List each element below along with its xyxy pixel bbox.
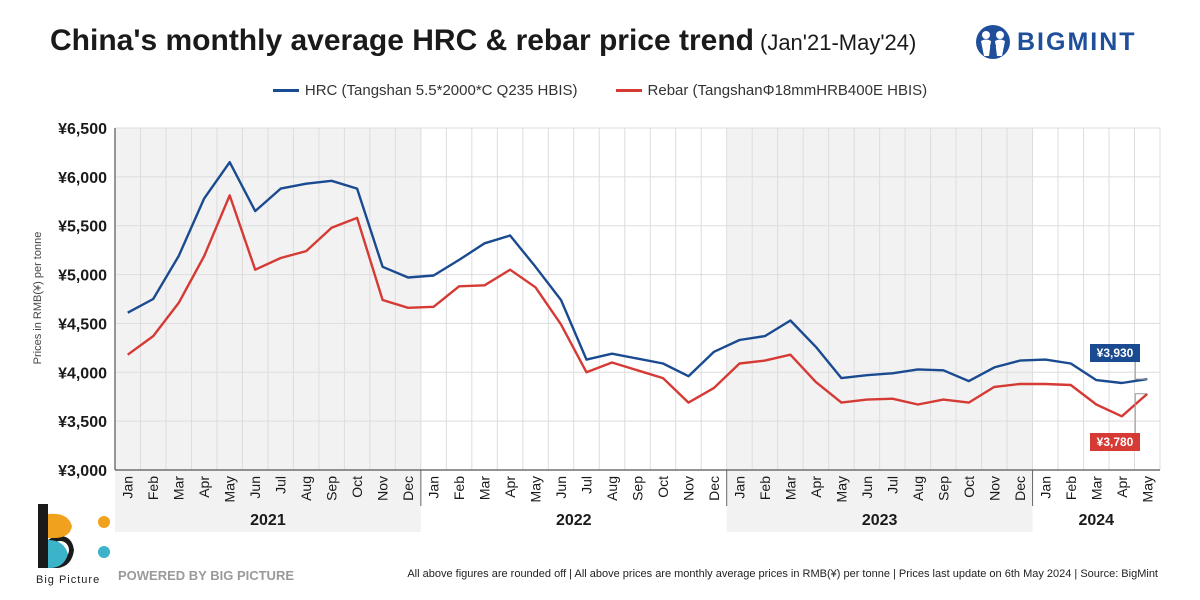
x-tick-label: Dec [1012,476,1028,501]
x-tick-label: Dec [706,476,722,501]
x-tick-label: May [222,476,238,502]
big-picture-logo [34,500,114,577]
x-tick-label: Aug [298,476,314,501]
series-line-rebar [126,194,1149,418]
y-tick-label: ¥5,000 [58,268,107,285]
x-tick-label: Aug [604,476,620,501]
x-tick-label: Sep [324,476,340,501]
y-tick-label: ¥3,000 [58,463,107,480]
year-label: 2021 [250,512,286,529]
series-line-hrc [127,160,1148,385]
x-tick-label: May [833,476,849,502]
chart-plot: ¥3,000 ¥3,500 ¥4,000 ¥4,500 ¥5,000 ¥5,500 ¥6,0… [58,121,1161,532]
x-tick-label: Apr [1114,476,1130,498]
y-tick-label: ¥6,000 [58,170,107,187]
legend-item-hrc: HRC (Tangshan 5.5*2000*C Q235 HBIS) [272,82,578,99]
x-tick-label: Nov [375,476,391,501]
x-tick-label: Oct [961,476,977,498]
x-tick-label: Dec [400,476,416,501]
x-tick-label: Nov [680,476,696,501]
year-label-band-2021 [115,470,421,532]
brand-name: BIGMINT [1017,27,1137,56]
title-subtitle: (Jan'21-May'24) [760,30,917,55]
callout-box-hrc [1090,344,1140,362]
footer-note: All above figures are rounded off | All … [407,568,1158,580]
y-tick-label: ¥4,500 [58,316,107,333]
chart-legend: HRC (Tangshan 5.5*2000*C Q235 HBIS) Reba… [0,82,1200,99]
x-tick-label: Jan [1037,476,1053,499]
powered-by-text: POWERED BY BIG PICTURE [118,568,295,583]
x-tick-label: Mar [782,476,798,500]
x-tick-label: Oct [349,476,365,498]
x-tick-label: Feb [451,476,467,500]
year-label: 2022 [556,512,592,529]
x-tick-label: Jun [553,476,569,499]
y-tick-label: ¥3,500 [58,414,107,431]
year-label: 2023 [862,512,898,529]
callout-box-rebar [1090,433,1140,451]
brand-logo: BIGMINT [975,22,1137,62]
x-tick-label: Jul [884,476,900,494]
x-tick-label: Jan [120,476,136,499]
chart-title: China's monthly average HRC & rebar pric… [50,24,916,58]
x-tick-label: Jul [273,476,289,494]
x-tick-label: Jun [859,476,875,499]
x-tick-label: Jul [579,476,595,494]
y-tick-label: ¥6,500 [58,121,107,138]
x-tick-label: Sep [935,476,951,501]
x-tick-label: Feb [145,476,161,500]
x-tick-label: Mar [171,476,187,500]
y-tick-label: ¥5,500 [58,219,107,236]
big-picture-caption: Big Picture [36,574,101,586]
x-tick-label: Nov [986,476,1002,501]
x-tick-label: Feb [757,476,773,500]
x-tick-label: May [1139,476,1155,502]
x-tick-label: May [528,476,544,502]
legend-item-rebar: Rebar (TangshanΦ18mmHRB400E HBIS) [615,82,928,99]
x-tick-label: Oct [655,476,671,498]
x-tick-label: Jan [731,476,747,499]
year-label: 2024 [1078,512,1114,529]
x-tick-label: Mar [477,476,493,500]
legend-swatch-rebar [615,89,642,92]
y-tick-label: ¥4,000 [58,365,107,382]
legend-label-hrc: HRC (Tangshan 5.5*2000*C Q235 HBIS) [304,82,578,99]
title-main: China's monthly average HRC & rebar pric… [50,24,754,57]
x-tick-label: Apr [808,476,824,498]
legend-label-rebar: Rebar (TangshanΦ18mmHRB400E HBIS) [647,82,928,99]
year-label-band-2023 [726,470,1033,532]
x-tick-label: Feb [1063,476,1079,500]
x-tick-label: Apr [196,476,212,498]
big-picture-logo-icon [38,504,110,568]
legend-swatch-hrc [272,89,299,92]
x-tick-label: Jan [426,476,442,499]
x-tick-label: Apr [502,476,518,498]
end-value-label-rebar: ¥3,780 [1097,435,1134,449]
x-tick-label: Jun [247,476,263,499]
bigmint-logo-icon [976,25,1010,59]
end-value-label-hrc: ¥3,930 [1097,346,1134,360]
x-tick-label: Sep [630,476,646,501]
x-tick-label: Mar [1088,476,1104,500]
x-tick-label: Aug [910,476,926,501]
